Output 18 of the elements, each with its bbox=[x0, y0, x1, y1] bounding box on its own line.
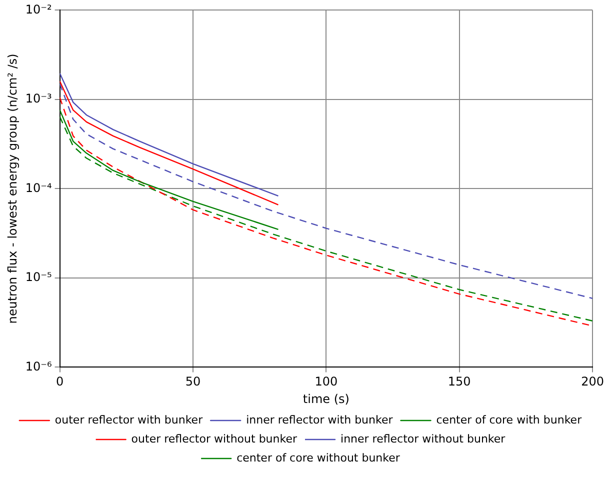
legend-label: center of core with bunker bbox=[436, 413, 582, 426]
legend-label: inner reflector with bunker bbox=[246, 413, 394, 426]
x-tick-label: 200 bbox=[581, 374, 604, 389]
y-axis-title: neutron flux - lowest energy group (n/cm² /s) bbox=[5, 54, 20, 324]
x-tick-label: 50 bbox=[185, 374, 201, 389]
y-tick-label: 10⁻⁵ bbox=[25, 270, 52, 284]
legend-label: center of core without bunker bbox=[236, 451, 400, 464]
y-tick-label: 10⁻⁶ bbox=[25, 359, 52, 374]
y-tick-label: 10⁻⁴ bbox=[25, 180, 52, 195]
legend-label: outer reflector without bunker bbox=[131, 432, 298, 446]
legend-label: outer reflector with bunker bbox=[54, 413, 204, 426]
y-tick-label: 10⁻² bbox=[25, 2, 52, 16]
x-axis-title: time (s) bbox=[302, 392, 350, 406]
x-tick-label: 100 bbox=[314, 374, 338, 389]
x-tick-label: 150 bbox=[448, 374, 471, 389]
x-tick-label: 0 bbox=[56, 374, 64, 389]
legend-label: inner reflector without bunker bbox=[340, 432, 506, 446]
y-tick-label: 10⁻³ bbox=[25, 92, 52, 106]
